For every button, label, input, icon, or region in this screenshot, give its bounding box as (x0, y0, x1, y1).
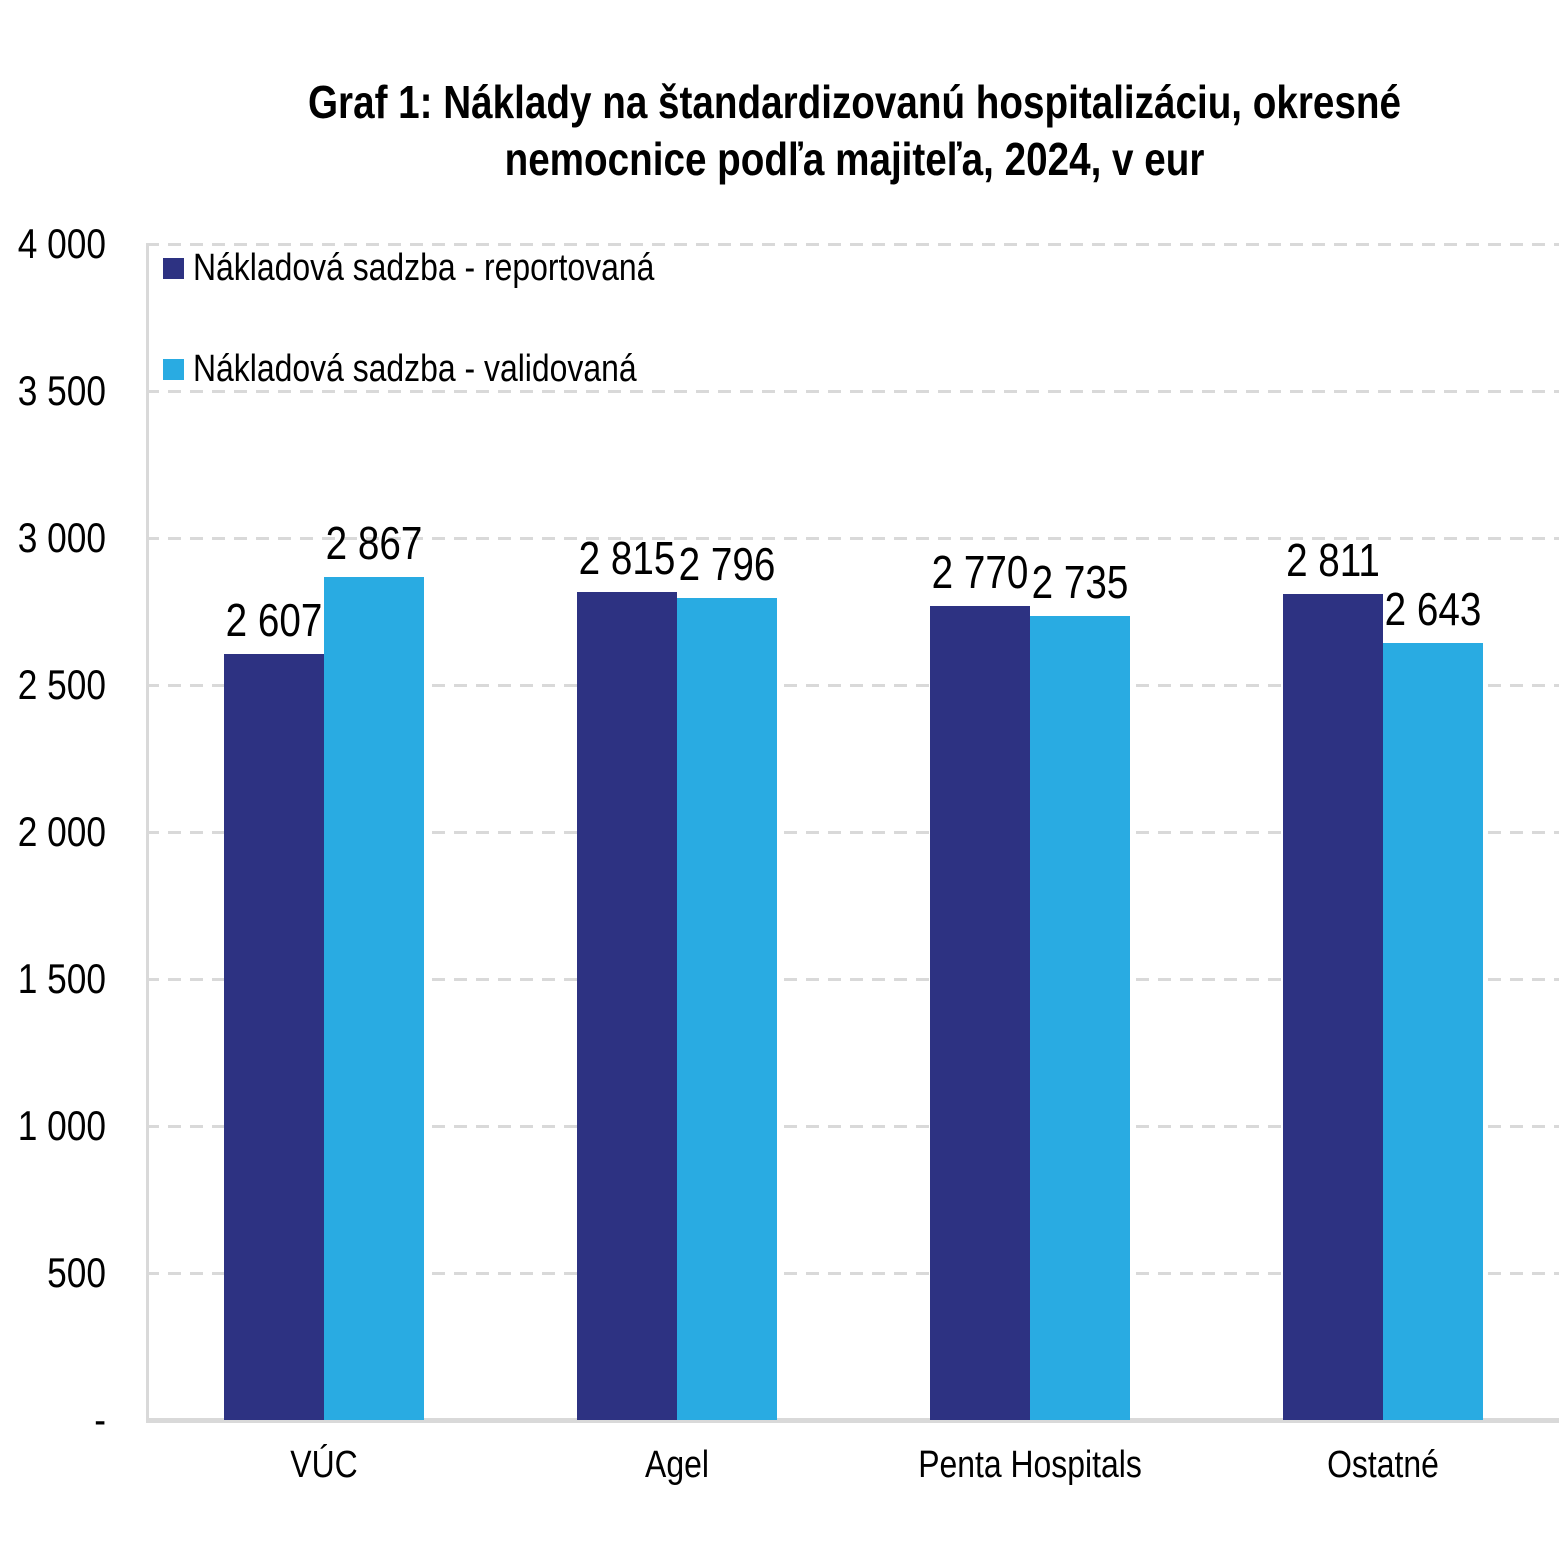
chart-title-line1: Graf 1: Náklady na štandardizovanú hospi… (308, 76, 1401, 128)
bar-reportovana (1282, 593, 1383, 1420)
y-gridline (146, 1125, 1559, 1128)
bar-validovana (324, 577, 425, 1420)
bar-value-label: 2 796 (678, 537, 776, 590)
y-axis-tick-label: - (94, 1396, 106, 1443)
x-axis-category-label: VÚC (290, 1444, 359, 1486)
y-axis-tick-label: 3 000 (17, 514, 107, 561)
chart-title: Graf 1: Náklady na štandardizovanú hospi… (263, 74, 1447, 188)
y-axis-line (146, 244, 149, 1420)
legend-item-validovana: Nákladová sadzba - validovaná (163, 348, 721, 390)
bar-value-label: 2 643 (1384, 582, 1481, 635)
bar-validovana (1382, 642, 1483, 1420)
legend-label-reportovana: Nákladová sadzba - reportovaná (193, 247, 655, 289)
bar-value-label: 2 770 (931, 545, 1029, 598)
y-gridline (146, 831, 1559, 834)
x-axis-category-label: Penta Hospitals (918, 1444, 1142, 1486)
y-axis-tick-label: 1 500 (17, 955, 107, 1002)
legend-swatch-validovana-icon (163, 358, 184, 380)
legend-swatch-reportovana-icon (163, 257, 184, 279)
x-axis-line (146, 1418, 1559, 1423)
bar-reportovana (929, 605, 1030, 1420)
chart-title-line2: nemocnice podľa majiteľa, 2024, v eur (504, 133, 1205, 185)
y-gridline (146, 684, 1559, 687)
y-gridline (146, 390, 1559, 393)
y-axis-tick-label: 4 000 (17, 220, 107, 267)
legend-label-validovana: Nákladová sadzba - validovaná (193, 348, 637, 390)
y-axis-tick-label: 1 000 (17, 1102, 107, 1149)
bar-value-label: 2 815 (578, 532, 676, 585)
y-gridline (146, 1272, 1559, 1275)
bar-validovana (677, 597, 778, 1420)
y-axis-tick-label: 3 500 (17, 367, 107, 414)
bar-reportovana (577, 592, 678, 1420)
bar-value-label: 2 607 (226, 593, 323, 646)
x-axis-category-label: Ostatné (1326, 1444, 1439, 1486)
legend-item-reportovana: Nákladová sadzba - reportovaná (163, 247, 742, 289)
bar-value-label: 2 867 (326, 517, 423, 570)
bar-value-label: 2 735 (1031, 555, 1129, 608)
y-gridline (146, 243, 1559, 246)
y-gridline (146, 537, 1559, 540)
x-axis-category-label: Agel (645, 1444, 710, 1486)
bar-value-label: 2 811 (1285, 533, 1380, 586)
y-axis-tick-label: 500 (47, 1249, 106, 1296)
y-gridline (146, 978, 1559, 981)
y-axis-tick-label: 2 500 (17, 661, 107, 708)
y-axis-tick-label: 2 000 (17, 808, 107, 855)
bar-reportovana (224, 653, 325, 1420)
bar-validovana (1029, 615, 1130, 1420)
